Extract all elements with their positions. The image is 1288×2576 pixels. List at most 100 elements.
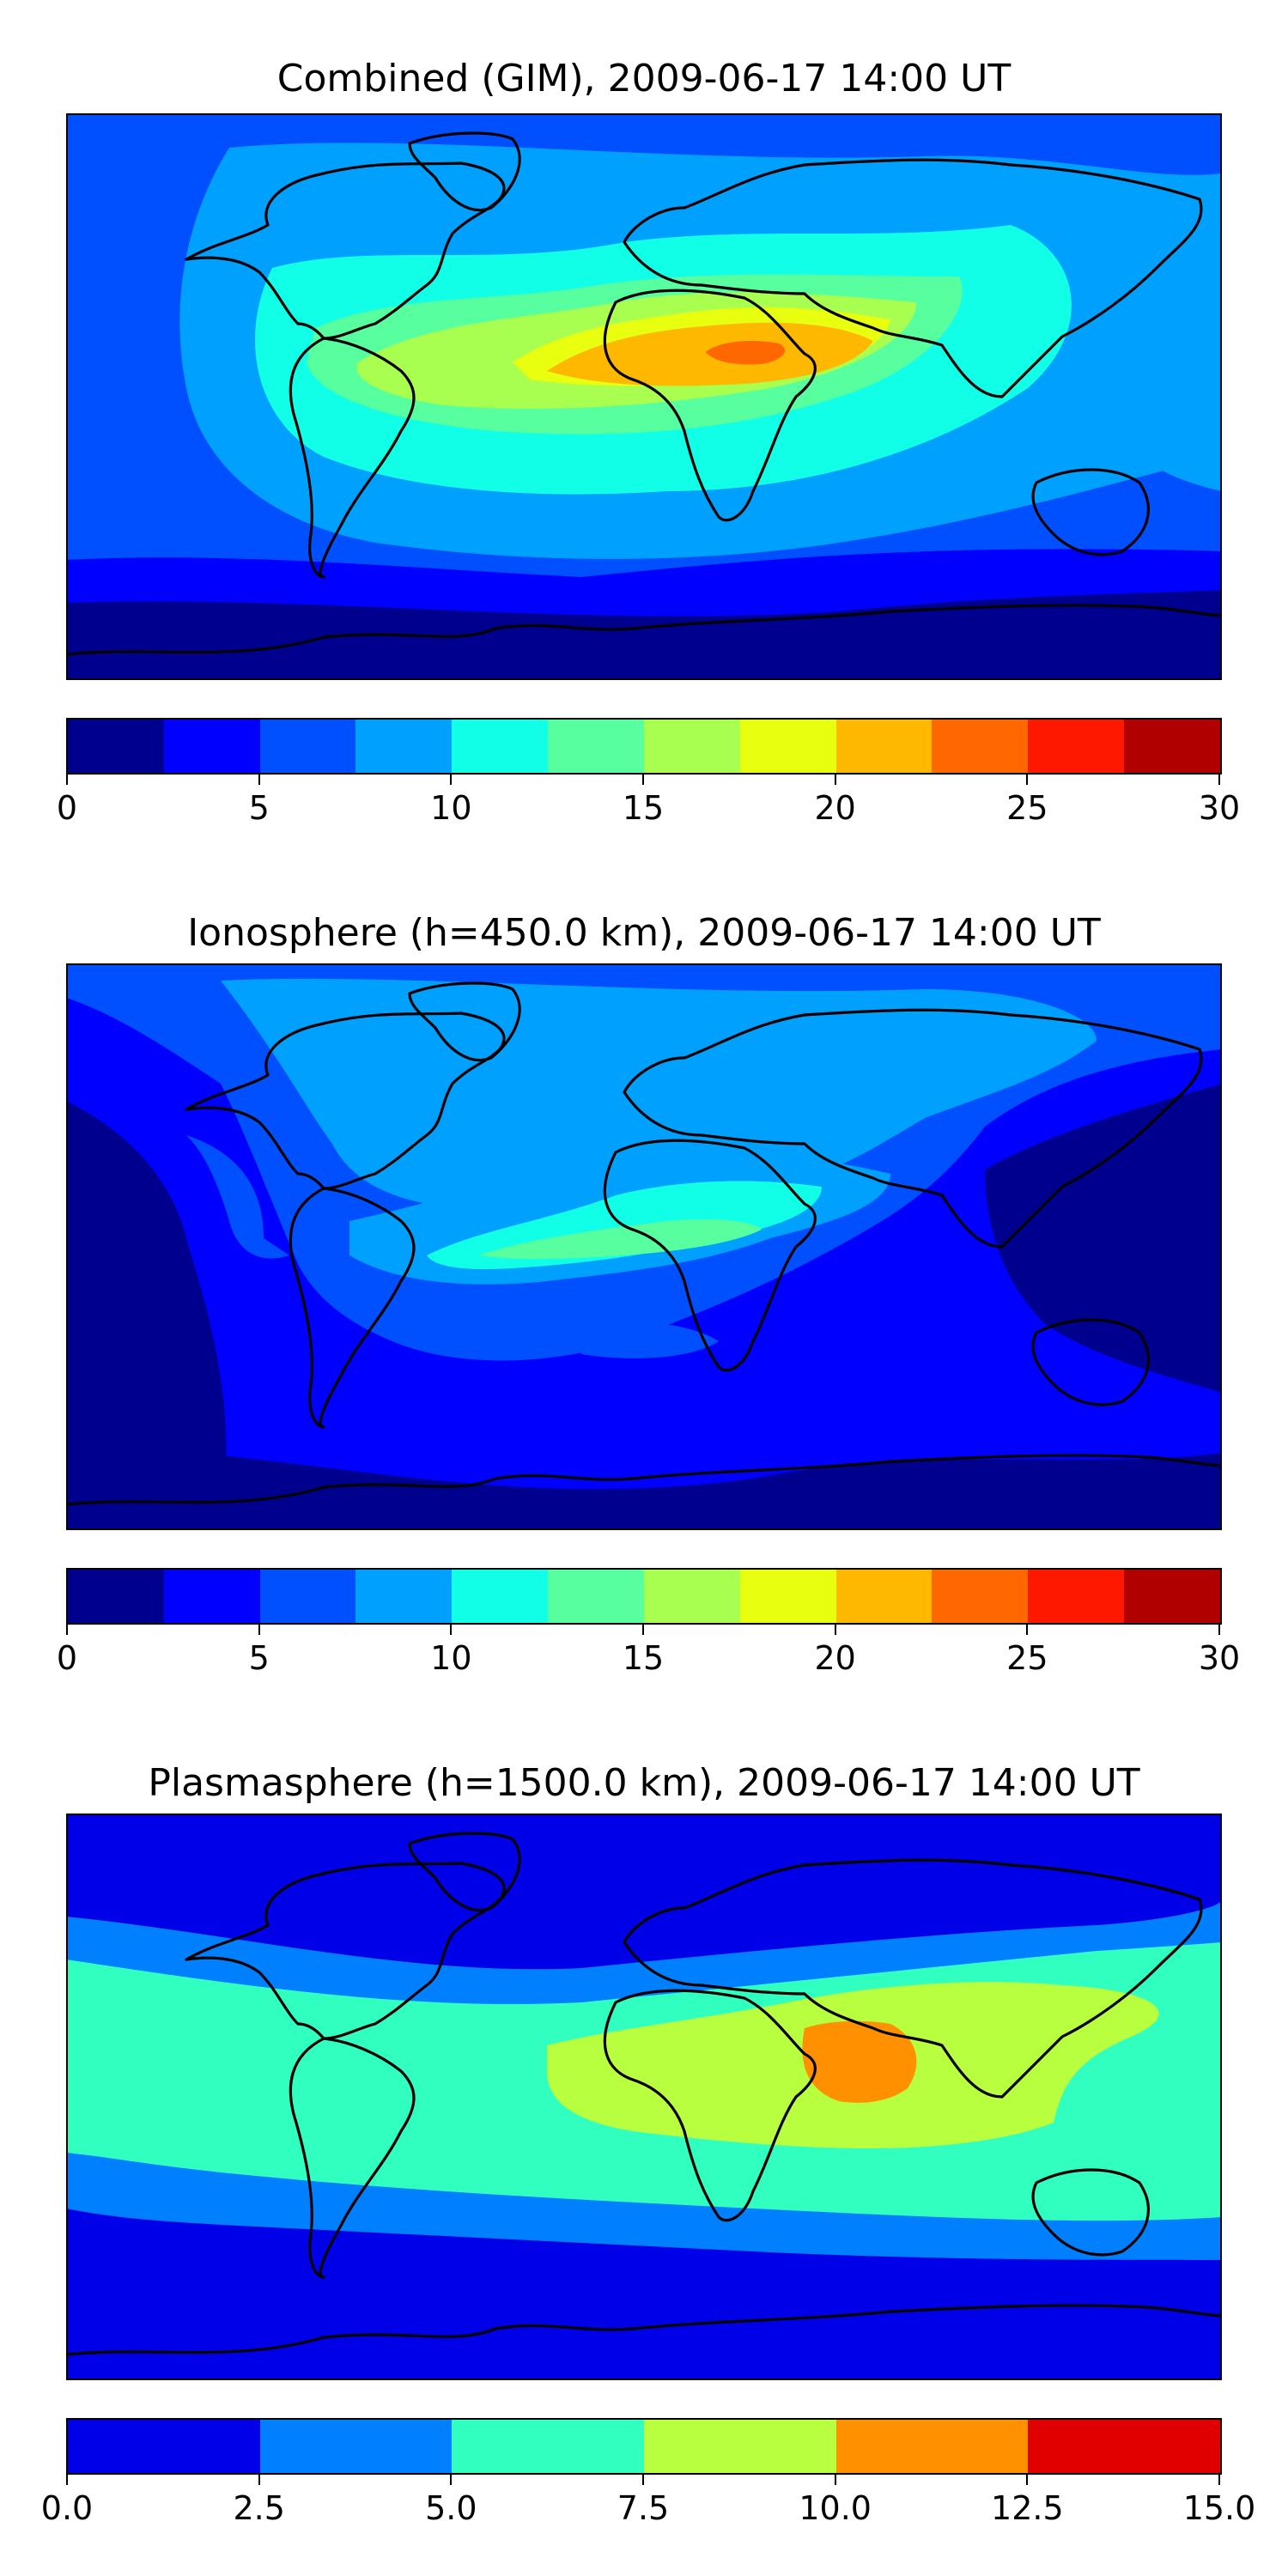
colorbar-tick [1026,1623,1029,1635]
colorbar-segment [739,720,836,773]
colorbar-tick-label: 15 [622,1639,665,1677]
coastline-africa [603,1139,817,1372]
coastline-north-america [185,161,506,340]
panel-1-colorbar [66,718,1222,775]
coastline-australia [1031,468,1150,556]
coastline-australia [1031,2168,1150,2257]
coastline-africa [603,1989,817,2222]
colorbar-tick [1218,773,1220,785]
panel-2-map [66,963,1222,1530]
colorbar-segment [259,2420,453,2473]
colorbar-tick [258,1623,260,1635]
colorbar-tick [450,773,453,785]
contour-level-0-2-5-south [66,590,1222,680]
colorbar-tick [66,1623,68,1635]
panel-1-title: Combined (GIM), 2009-06-17 14:00 UT [276,57,1012,100]
colorbar-tick-label: 10 [430,789,472,827]
colorbar-tick-label: 15.0 [1182,2489,1256,2527]
panel-3-title: Plasmasphere (h=1500.0 km), 2009-06-17 1… [148,1761,1140,1805]
colorbar-segment [643,1570,740,1623]
coastline-north-america [185,1862,506,2040]
coastline-south-america [289,1187,416,1429]
colorbar-tick-label: 30 [1198,789,1241,827]
coastline-africa [603,289,817,522]
colorbar-segment [68,720,164,773]
colorbar-tick-label: 12.5 [991,2489,1064,2527]
coastline-south-america [289,337,416,579]
contour-south-low [66,1444,1222,1530]
colorbar-tick [66,2473,68,2485]
colorbar-segment [259,1570,356,1623]
colorbar-segment [835,2420,1029,2473]
colorbar-tick-label: 20 [814,1639,856,1677]
contour-polar-north [66,113,1222,173]
colorbar-segment [452,2420,645,2473]
contour-east-asia-low [985,1084,1222,1393]
colorbar-segment [1124,720,1220,773]
colorbar-segment [163,1570,260,1623]
colorbar-segment [548,1570,644,1623]
colorbar-tick-label: 0.0 [40,2489,94,2527]
panel-2-colorbar [66,1568,1222,1625]
contour-east-pacific [1131,411,1222,491]
contour-south-atlantic [564,1321,719,1358]
contour-level-12-5-15 [478,1219,762,1260]
colorbar-segment [355,1570,453,1623]
contour-central-america [186,1135,289,1259]
colorbar-segment [259,720,356,773]
colorbar-tick [834,773,836,785]
contour-west-pacific-low [66,1101,227,1530]
colorbar-segment [739,1570,836,1623]
colorbar-segment [163,720,260,773]
colorbar-tick [642,2473,644,2485]
colorbar-tick [450,2473,453,2485]
coastline-eurasia [623,1008,1203,1249]
colorbar-tick [450,1623,453,1635]
colorbar-segment [68,1570,164,1623]
colorbar-segment [644,2420,836,2473]
contour-level-10-12-5 [802,2020,917,2103]
colorbar-tick-label: 7.5 [617,2489,670,2527]
colorbar-tick-label: 20 [814,789,856,827]
colorbar-tick-label: 15 [622,789,665,827]
colorbar-tick-label: 30 [1198,1639,1241,1677]
coastline-antarctica [66,1454,1222,1506]
colorbar-segment [452,1570,549,1623]
colorbar-tick [1026,773,1029,785]
coastline-antarctica [66,604,1222,656]
colorbar-tick [258,2473,260,2485]
colorbar-tick-label: 5 [248,1639,270,1677]
colorbar-segment [452,720,549,773]
colorbar-tick-label: 25 [1006,1639,1048,1677]
coastline-south-america [289,2037,416,2279]
colorbar-segment [932,720,1029,773]
colorbar-tick [834,1623,836,1635]
colorbar-tick [1218,1623,1220,1635]
colorbar-segment [355,720,453,773]
colorbar-tick-label: 10.0 [799,2489,872,2527]
colorbar-tick-label: 0 [56,1639,78,1677]
colorbar-segment [1028,1570,1125,1623]
colorbar-tick [834,2473,836,2485]
colorbar-tick [1218,2473,1220,2485]
panel-3-map [66,1814,1222,2380]
coastline-australia [1031,1318,1150,1406]
coastline-greenland [408,981,521,1062]
colorbar-segment [68,2420,260,2473]
colorbar-tick-label: 5 [248,789,270,827]
contour-level-22-5-25 [706,341,786,365]
coastline-eurasia [623,1858,1203,2099]
panel-2-title: Ionosphere (h=450.0 km), 2009-06-17 14:0… [187,911,1101,955]
panel-1-map [66,113,1222,680]
colorbar-segment [932,1570,1029,1623]
panel-3-colorbar [66,2418,1222,2475]
coastline-greenland [408,1832,521,1912]
colorbar-segment [835,720,933,773]
colorbar-segment [835,1570,933,1623]
colorbar-tick [66,773,68,785]
colorbar-tick [1026,2473,1029,2485]
colorbar-tick-label: 0 [56,789,78,827]
coastline-north-america [185,1012,506,1190]
colorbar-segment [1028,720,1125,773]
colorbar-tick-label: 2.5 [233,2489,285,2527]
